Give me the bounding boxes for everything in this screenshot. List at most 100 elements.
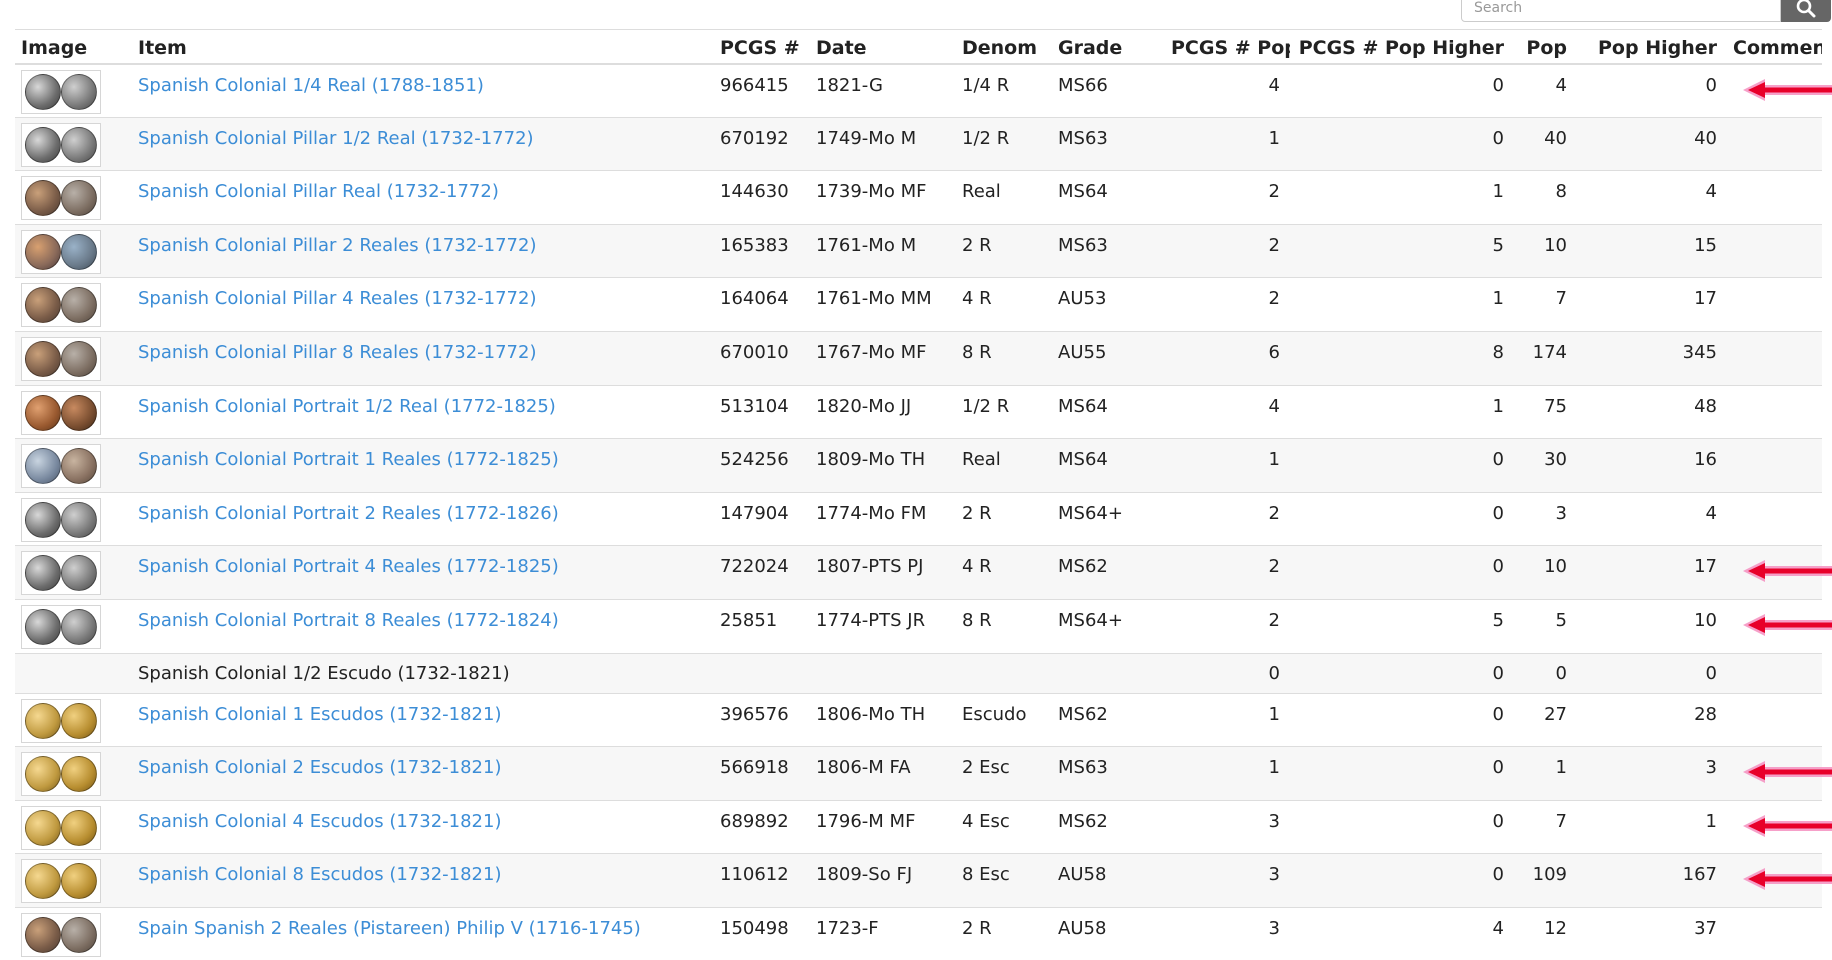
cell-comments [1727,331,1822,386]
coin-thumbnail[interactable] [21,698,101,743]
column-header-item[interactable]: Item [132,29,714,65]
coin-thumbnail[interactable] [21,444,101,489]
coin-thumbnail[interactable] [21,69,101,114]
cell-grade: MS66 [1052,63,1165,118]
item-link[interactable]: Spanish Colonial 1 Escudos (1732-1821) [138,703,502,725]
column-header-grade[interactable]: Grade [1052,29,1165,65]
column-header-denom[interactable]: Denom [956,29,1052,65]
item-link[interactable]: Spanish Colonial Pillar Real (1732-1772) [138,181,499,203]
coin-thumbnail[interactable] [21,497,101,542]
coin-thumbnail[interactable] [21,604,101,649]
coin-obverse [25,340,61,377]
cell-comments [1727,693,1822,748]
coin-reverse [61,809,97,846]
item-link[interactable]: Spanish Colonial 1/4 Real (1788-1851) [138,74,484,96]
search-input[interactable] [1461,0,1781,22]
item-link[interactable]: Spanish Colonial Portrait 1 Reales (1772… [138,449,559,471]
coin-thumbnail[interactable] [21,805,101,850]
column-header-date[interactable]: Date [810,29,956,65]
coin-thumbnail[interactable] [21,859,101,904]
cell-pcgs-number: 524256 [714,438,810,493]
cell-pop-higher: 345 [1577,331,1727,386]
column-header-comments: Comments [1727,29,1822,65]
item-link[interactable]: Spanish Colonial Pillar 1/2 Real (1732-1… [138,127,534,149]
column-header-pop[interactable]: Pop [1514,29,1577,65]
cell-date [810,653,956,694]
cell-pcgs-pop: 2 [1165,492,1290,547]
item-link[interactable]: Spanish Colonial Portrait 1/2 Real (1772… [138,395,556,417]
cell-pop: 12 [1514,907,1577,960]
coin-reverse [61,916,97,953]
cell-comments [1727,545,1832,600]
cell-pcgs-number: 165383 [714,224,810,279]
cell-pcgs-pop: 2 [1165,170,1290,225]
coin-thumbnail[interactable] [21,752,101,797]
item-link[interactable]: Spain Spanish 2 Reales (Pistareen) Phili… [138,917,641,939]
coin-thumbnail[interactable] [21,336,101,381]
cell-pcgs-number: 150498 [714,907,810,960]
cell-pop: 27 [1514,693,1577,748]
coin-thumbnail[interactable] [21,283,101,328]
item-link[interactable]: Spanish Colonial Pillar 8 Reales (1732-1… [138,341,537,363]
item-link[interactable]: Spanish Colonial Portrait 2 Reales (1772… [138,502,559,524]
cell-pcgs-pop: 2 [1165,599,1290,654]
cell-pop: 3 [1514,492,1577,547]
coin-thumbnail[interactable] [21,229,101,274]
cell-image [15,907,132,960]
coin-thumbnail[interactable] [21,390,101,435]
cell-item: Spanish Colonial 1/4 Real (1788-1851) [132,63,714,118]
cell-pop-higher: 0 [1577,63,1727,118]
coin-obverse [25,608,61,645]
cell-image [15,693,132,748]
cell-date: 1774-Mo FM [810,492,956,547]
coin-thumbnail[interactable] [21,551,101,596]
cell-item: Spain Spanish 2 Reales (Pistareen) Phili… [132,907,714,960]
cell-grade: MS64 [1052,385,1165,440]
item-link[interactable]: Spanish Colonial Portrait 4 Reales (1772… [138,556,559,578]
cell-denom: 2 Esc [956,746,1052,801]
item-link[interactable]: Spanish Colonial Portrait 8 Reales (1772… [138,609,559,631]
cell-denom: 8 R [956,599,1052,654]
coin-obverse [25,756,61,793]
cell-pcgs-pop-higher: 0 [1290,438,1514,493]
coin-thumbnail[interactable] [21,912,101,957]
cell-comments [1727,224,1822,279]
item-link[interactable]: Spanish Colonial 8 Escudos (1732-1821) [138,864,502,886]
item-link[interactable]: Spanish Colonial 4 Escudos (1732-1821) [138,810,502,832]
coin-reverse [61,448,97,485]
column-header-pcgs-pop-higher[interactable]: PCGS # Pop Higher [1290,29,1514,65]
cell-pop: 30 [1514,438,1577,493]
cell-pcgs-pop-higher: 0 [1290,117,1514,172]
column-header-pcgs-pop[interactable]: PCGS # Pop [1165,29,1290,65]
item-link[interactable]: Spanish Colonial 2 Escudos (1732-1821) [138,757,502,779]
coin-reverse [61,756,97,793]
cell-image [15,599,132,654]
cell-pcgs-number: 147904 [714,492,810,547]
cell-denom: 4 Esc [956,800,1052,855]
column-header-pop-higher[interactable]: Pop Higher [1577,29,1727,65]
cell-pcgs-pop-higher: 5 [1290,224,1514,279]
coin-reverse [61,233,97,270]
cell-grade: MS64+ [1052,599,1165,654]
cell-image [15,277,132,332]
cell-pcgs-pop-higher: 1 [1290,170,1514,225]
item-link[interactable]: Spanish Colonial Pillar 4 Reales (1732-1… [138,288,537,310]
item-link[interactable]: Spanish Colonial Pillar 2 Reales (1732-1… [138,234,537,256]
annotation-arrow-icon [1743,613,1832,636]
column-header-pcgs-number[interactable]: PCGS # [714,29,810,65]
cell-pop-higher: 3 [1577,746,1727,801]
cell-image [15,492,132,547]
cell-date: 1806-Mo TH [810,693,956,748]
cell-grade: AU58 [1052,907,1165,960]
cell-pcgs-pop: 4 [1165,63,1290,118]
search-button[interactable] [1781,0,1831,22]
cell-pcgs-pop: 1 [1165,746,1290,801]
coin-thumbnail[interactable] [21,176,101,221]
cell-pcgs-number: 110612 [714,853,810,908]
coin-obverse [25,126,61,163]
coin-obverse [25,555,61,592]
cell-pop: 109 [1514,853,1577,908]
coin-thumbnail[interactable] [21,122,101,167]
cell-pop: 5 [1514,599,1577,654]
cell-pcgs-pop-higher: 4 [1290,907,1514,960]
